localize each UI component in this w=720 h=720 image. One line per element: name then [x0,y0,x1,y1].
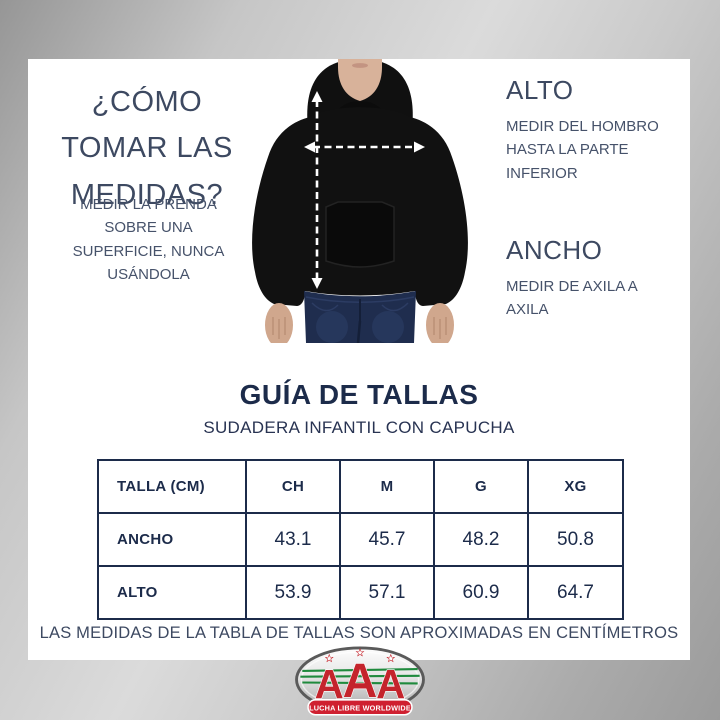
table-cell: 57.1 [339,565,435,620]
aaa-lucha-libre-logo: A A A LUCHA LIBRE WORLDWIDE [295,646,425,716]
hoodie-model-photo [240,59,480,343]
alto-arrow [311,91,323,289]
size-table: TALLA (CM) CH M G XG ANCHO 43.1 45.7 48.… [97,459,624,620]
size-table-header-cell: XG [527,459,624,514]
row-label: ANCHO [97,512,247,567]
face [338,59,382,101]
size-table-header-cell: CH [245,459,341,514]
size-guide-card: ¿CÓMO TOMAR LAS MEDIDAS? MEDIR LA PRENDA… [28,59,690,660]
table-cell: 64.7 [527,565,624,620]
size-table-header-cell: G [433,459,529,514]
table-cell: 45.7 [339,512,435,567]
table-row-ancho: ANCHO 43.1 45.7 48.2 50.8 [97,512,624,567]
jeans-pocket-left [311,302,339,312]
row-label: ALTO [97,565,247,620]
logo-speed-lines [300,667,420,685]
table-cell: 48.2 [433,512,529,567]
table-cell: 43.1 [245,512,341,567]
table-cell: 53.9 [245,565,341,620]
jeans-pocket-right [381,302,409,312]
logo-banner [307,699,413,716]
table-row-alto: ALTO 53.9 57.1 60.9 64.7 [97,565,624,620]
size-guide-subtitle: SUDADERA INFANTIL CON CAPUCHA [203,418,515,437]
table-cell: 60.9 [433,565,529,620]
measuring-note: MEDIR LA PRENDA SOBRE UNA SUPERFICIE, NU… [72,196,225,283]
kangaroo-pocket [325,201,395,268]
size-table-header-row: TALLA (CM) CH M G XG [97,459,624,514]
denim-wash-left [316,311,348,343]
alto-description: MEDIR DEL HOMBRO HASTA LA PARTE INFERIOR [506,118,659,182]
ancho-definition-block: ANCHO MEDIR DE AXILA A AXILA [506,235,641,322]
alto-definition-block: ALTO MEDIR DEL HOMBRO HASTA LA PARTE INF… [506,75,666,185]
left-hand-fingers [272,317,286,339]
logo-tagline: LUCHA LIBRE WORLDWIDE [309,703,411,712]
size-guide-title: GUÍA DE TALLAS [239,379,479,410]
table-cell: 50.8 [527,512,624,567]
right-hand-fingers [433,317,447,339]
ancho-arrow [304,141,425,153]
alto-heading: ALTO [506,75,574,105]
approximation-footnote: LAS MEDIDAS DE LA TABLA DE TALLAS SON AP… [39,624,679,642]
ancho-heading: ANCHO [506,235,603,265]
logo-stars [324,648,396,663]
ancho-description: MEDIR DE AXILA A AXILA [506,278,637,319]
denim-wash-right [372,311,404,343]
lips [352,63,368,68]
jeans-leg-gap [356,320,362,343]
size-table-header-cell: M [339,459,435,514]
size-table-header-cell: TALLA (CM) [97,459,247,514]
page-title: ¿CÓMO TOMAR LAS MEDIDAS? [61,86,233,211]
